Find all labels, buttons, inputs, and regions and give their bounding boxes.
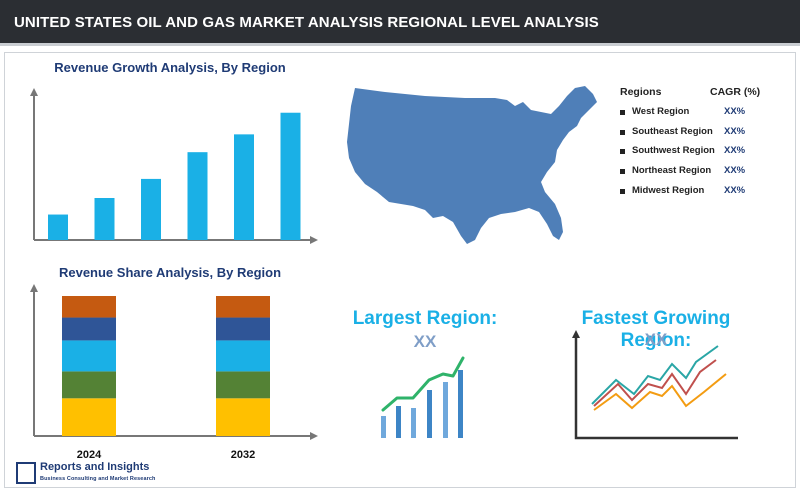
illustration-bar <box>411 408 416 438</box>
illustration-bar <box>381 416 386 438</box>
logo-subtitle: Business Consulting and Market Research <box>40 476 156 482</box>
us-map-shape <box>347 86 597 244</box>
region-cagr: XX% <box>724 165 746 177</box>
region-name: Northeast Region <box>632 165 712 177</box>
stack-segment <box>62 371 116 399</box>
x-axis-arrow <box>310 236 318 244</box>
growth-chart <box>30 88 318 244</box>
stack-segment <box>216 371 270 399</box>
multi-line-illustration <box>572 330 738 440</box>
stack-segment <box>216 296 270 318</box>
illustration-line-red <box>593 359 717 407</box>
bullet-icon <box>620 188 625 194</box>
illustration-bar <box>458 370 463 438</box>
region-name: West Region <box>632 106 690 117</box>
brand-logo: Reports and Insights Business Consulting… <box>10 459 180 489</box>
illustration-line-teal <box>591 345 719 405</box>
stack-segment <box>216 340 270 372</box>
growth-chart-title: Revenue Growth Analysis, By Region <box>54 60 286 75</box>
us-map <box>347 86 597 244</box>
logo-bars-icon <box>16 462 36 484</box>
growth-bar <box>187 152 208 240</box>
regions-header-label: Regions <box>620 86 662 98</box>
illustration-bar <box>396 406 401 438</box>
illustration-trend-line <box>381 356 465 412</box>
bullet-icon <box>620 129 625 135</box>
stack-segment <box>62 340 116 372</box>
page-title: UNITED STATES OIL AND GAS MARKET ANALYSI… <box>14 14 599 31</box>
y-axis-arrow <box>30 284 38 292</box>
largest-region-label: Largest Region: <box>352 308 498 329</box>
region-row: Southwest Region XX% <box>620 145 770 165</box>
growth-bar <box>94 198 115 240</box>
growth-bars-illustration <box>381 356 465 438</box>
stack-segment <box>216 398 270 436</box>
stack-segment <box>62 296 116 318</box>
growth-bar <box>280 112 301 240</box>
regions-table: Regions CAGR (%) West Region XX% Southeast… <box>620 86 770 204</box>
region-name: Midwest Region <box>632 184 705 196</box>
share-chart-title: Revenue Share Analysis, By Region <box>58 265 282 280</box>
region-row: West Region XX% <box>620 106 770 126</box>
region-row: Northeast Region XX% <box>620 165 770 185</box>
x-tick-label: 2024 <box>77 449 102 461</box>
region-row: Midwest Region XX% <box>620 185 770 205</box>
region-cagr: XX% <box>724 184 746 196</box>
cagr-header-label: CAGR (%) <box>710 86 761 98</box>
stack-segment <box>216 317 270 341</box>
logo-title: Reports and Insights <box>40 461 150 473</box>
region-row: Southeast Region XX% <box>620 126 770 146</box>
fastest-region-label: Fastest Growing Region: <box>581 308 731 351</box>
stack-segment <box>62 398 116 436</box>
illustration-bar <box>443 382 448 438</box>
growth-bar <box>234 134 254 240</box>
growth-bar <box>141 178 161 240</box>
x-tick-label: 2032 <box>231 449 255 461</box>
largest-region-value: XX <box>413 332 437 351</box>
share-chart: 2024 2032 <box>30 284 318 461</box>
region-name: Southeast Region <box>632 125 713 137</box>
x-axis-arrow <box>310 432 318 440</box>
region-cagr: XX% <box>724 145 746 157</box>
stack-segment <box>62 317 116 341</box>
bullet-icon <box>620 110 625 115</box>
illustration-axis-arrow <box>572 330 580 338</box>
region-cagr: XX% <box>724 106 746 117</box>
growth-bar <box>48 214 68 240</box>
header-bar: UNITED STATES OIL AND GAS MARKET ANALYSI… <box>0 0 800 46</box>
bullet-icon <box>620 149 625 155</box>
y-axis-arrow <box>30 88 38 96</box>
fastest-region-value: XX <box>644 330 668 349</box>
region-name: Southwest Region <box>632 145 715 157</box>
region-cagr: XX% <box>724 125 746 137</box>
illustration-bar <box>427 390 432 438</box>
bullet-icon <box>620 169 625 175</box>
regions-table-header: Regions CAGR (%) <box>620 86 770 106</box>
illustration-axis <box>574 334 738 440</box>
illustration-line-orange <box>593 373 727 411</box>
